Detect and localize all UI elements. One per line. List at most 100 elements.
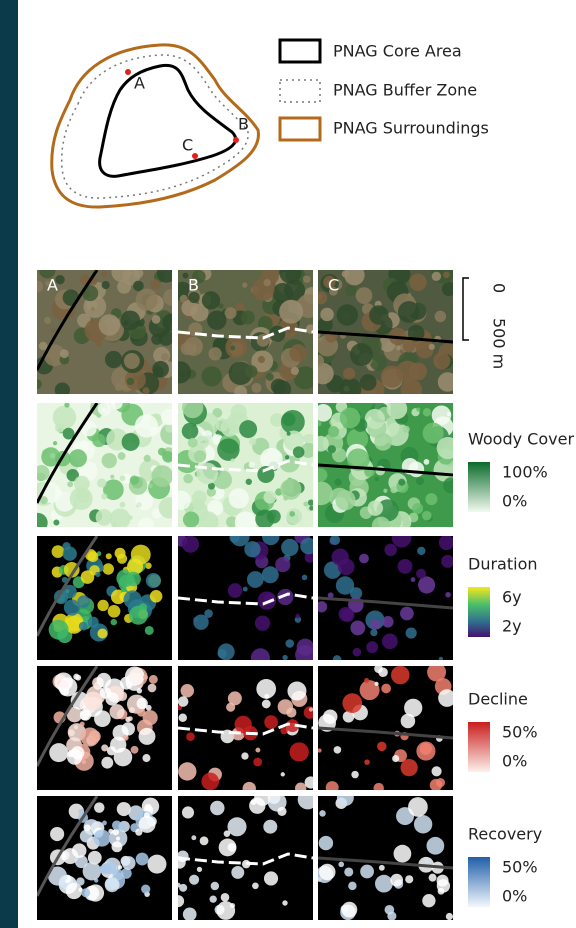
texture — [433, 352, 450, 369]
texture — [277, 807, 286, 816]
texture — [101, 757, 113, 769]
texture — [122, 722, 135, 735]
texture — [443, 477, 459, 493]
texture — [377, 742, 387, 752]
texture — [271, 379, 286, 394]
texture — [91, 307, 95, 311]
texture — [282, 655, 287, 660]
texture — [394, 845, 412, 863]
texture — [320, 308, 333, 321]
texture — [151, 465, 173, 487]
texture — [112, 841, 123, 852]
texture — [217, 438, 239, 460]
texture — [398, 559, 413, 574]
texture — [392, 528, 412, 548]
texture — [375, 477, 379, 481]
texture — [169, 361, 191, 383]
map-panel — [317, 663, 455, 794]
map-panel — [316, 789, 453, 921]
texture — [239, 420, 257, 438]
texture — [382, 633, 398, 649]
texture — [289, 344, 307, 362]
legend-title: Recovery — [468, 825, 542, 844]
texture — [101, 408, 106, 413]
texture — [431, 766, 441, 776]
legend-label: PNAG Surroundings — [333, 119, 489, 138]
texture — [334, 478, 341, 485]
texture — [208, 347, 221, 360]
texture — [285, 639, 294, 648]
texture — [435, 311, 446, 322]
texture — [279, 261, 301, 283]
texture — [312, 355, 324, 367]
texture — [360, 865, 374, 879]
texture — [201, 773, 219, 791]
texture — [281, 410, 305, 434]
texture — [441, 555, 454, 568]
texture — [80, 711, 89, 720]
texture — [255, 748, 260, 753]
texture — [384, 544, 397, 557]
texture — [381, 684, 391, 694]
texture — [442, 282, 456, 296]
texture — [93, 830, 110, 847]
texture — [64, 402, 69, 407]
texture — [188, 438, 198, 448]
texture — [141, 884, 150, 893]
texture — [406, 627, 417, 638]
texture — [400, 607, 414, 621]
texture — [148, 684, 157, 693]
texture — [262, 700, 271, 709]
texture — [338, 558, 355, 575]
panel-label: A — [47, 276, 58, 295]
texture — [390, 486, 397, 493]
texture — [58, 677, 77, 696]
texture — [135, 492, 153, 510]
texture — [138, 517, 154, 533]
texture — [142, 754, 150, 762]
texture — [412, 503, 423, 514]
texture — [309, 707, 313, 711]
texture — [353, 648, 362, 657]
map-panel — [28, 397, 182, 533]
site-label: B — [238, 115, 249, 134]
texture — [316, 421, 321, 426]
texture — [438, 372, 457, 391]
texture — [262, 528, 279, 545]
texture — [344, 386, 350, 392]
texture — [197, 511, 219, 533]
texture — [207, 311, 226, 330]
texture — [300, 538, 317, 555]
legend-max: 50% — [502, 723, 538, 742]
texture — [370, 629, 377, 636]
texture — [211, 882, 219, 890]
texture — [319, 810, 325, 816]
texture — [171, 491, 190, 510]
texture — [127, 378, 134, 385]
texture — [298, 789, 318, 809]
texture — [366, 641, 378, 653]
texture — [179, 714, 187, 722]
texture — [76, 877, 84, 885]
texture — [359, 554, 369, 564]
texture — [247, 571, 264, 588]
texture — [126, 572, 141, 587]
scale-bar: 0 500 m — [463, 278, 509, 369]
texture — [118, 865, 122, 869]
texture — [39, 342, 47, 350]
texture — [143, 675, 148, 680]
texture — [135, 414, 158, 437]
texture — [96, 509, 113, 526]
texture — [102, 453, 117, 468]
texture — [106, 553, 112, 559]
texture — [436, 778, 445, 787]
texture — [314, 468, 327, 481]
texture — [130, 476, 139, 485]
texture — [408, 797, 428, 817]
texture — [97, 629, 107, 639]
texture — [252, 278, 275, 301]
texture — [249, 462, 255, 468]
texture — [350, 621, 365, 636]
texture — [158, 330, 174, 346]
